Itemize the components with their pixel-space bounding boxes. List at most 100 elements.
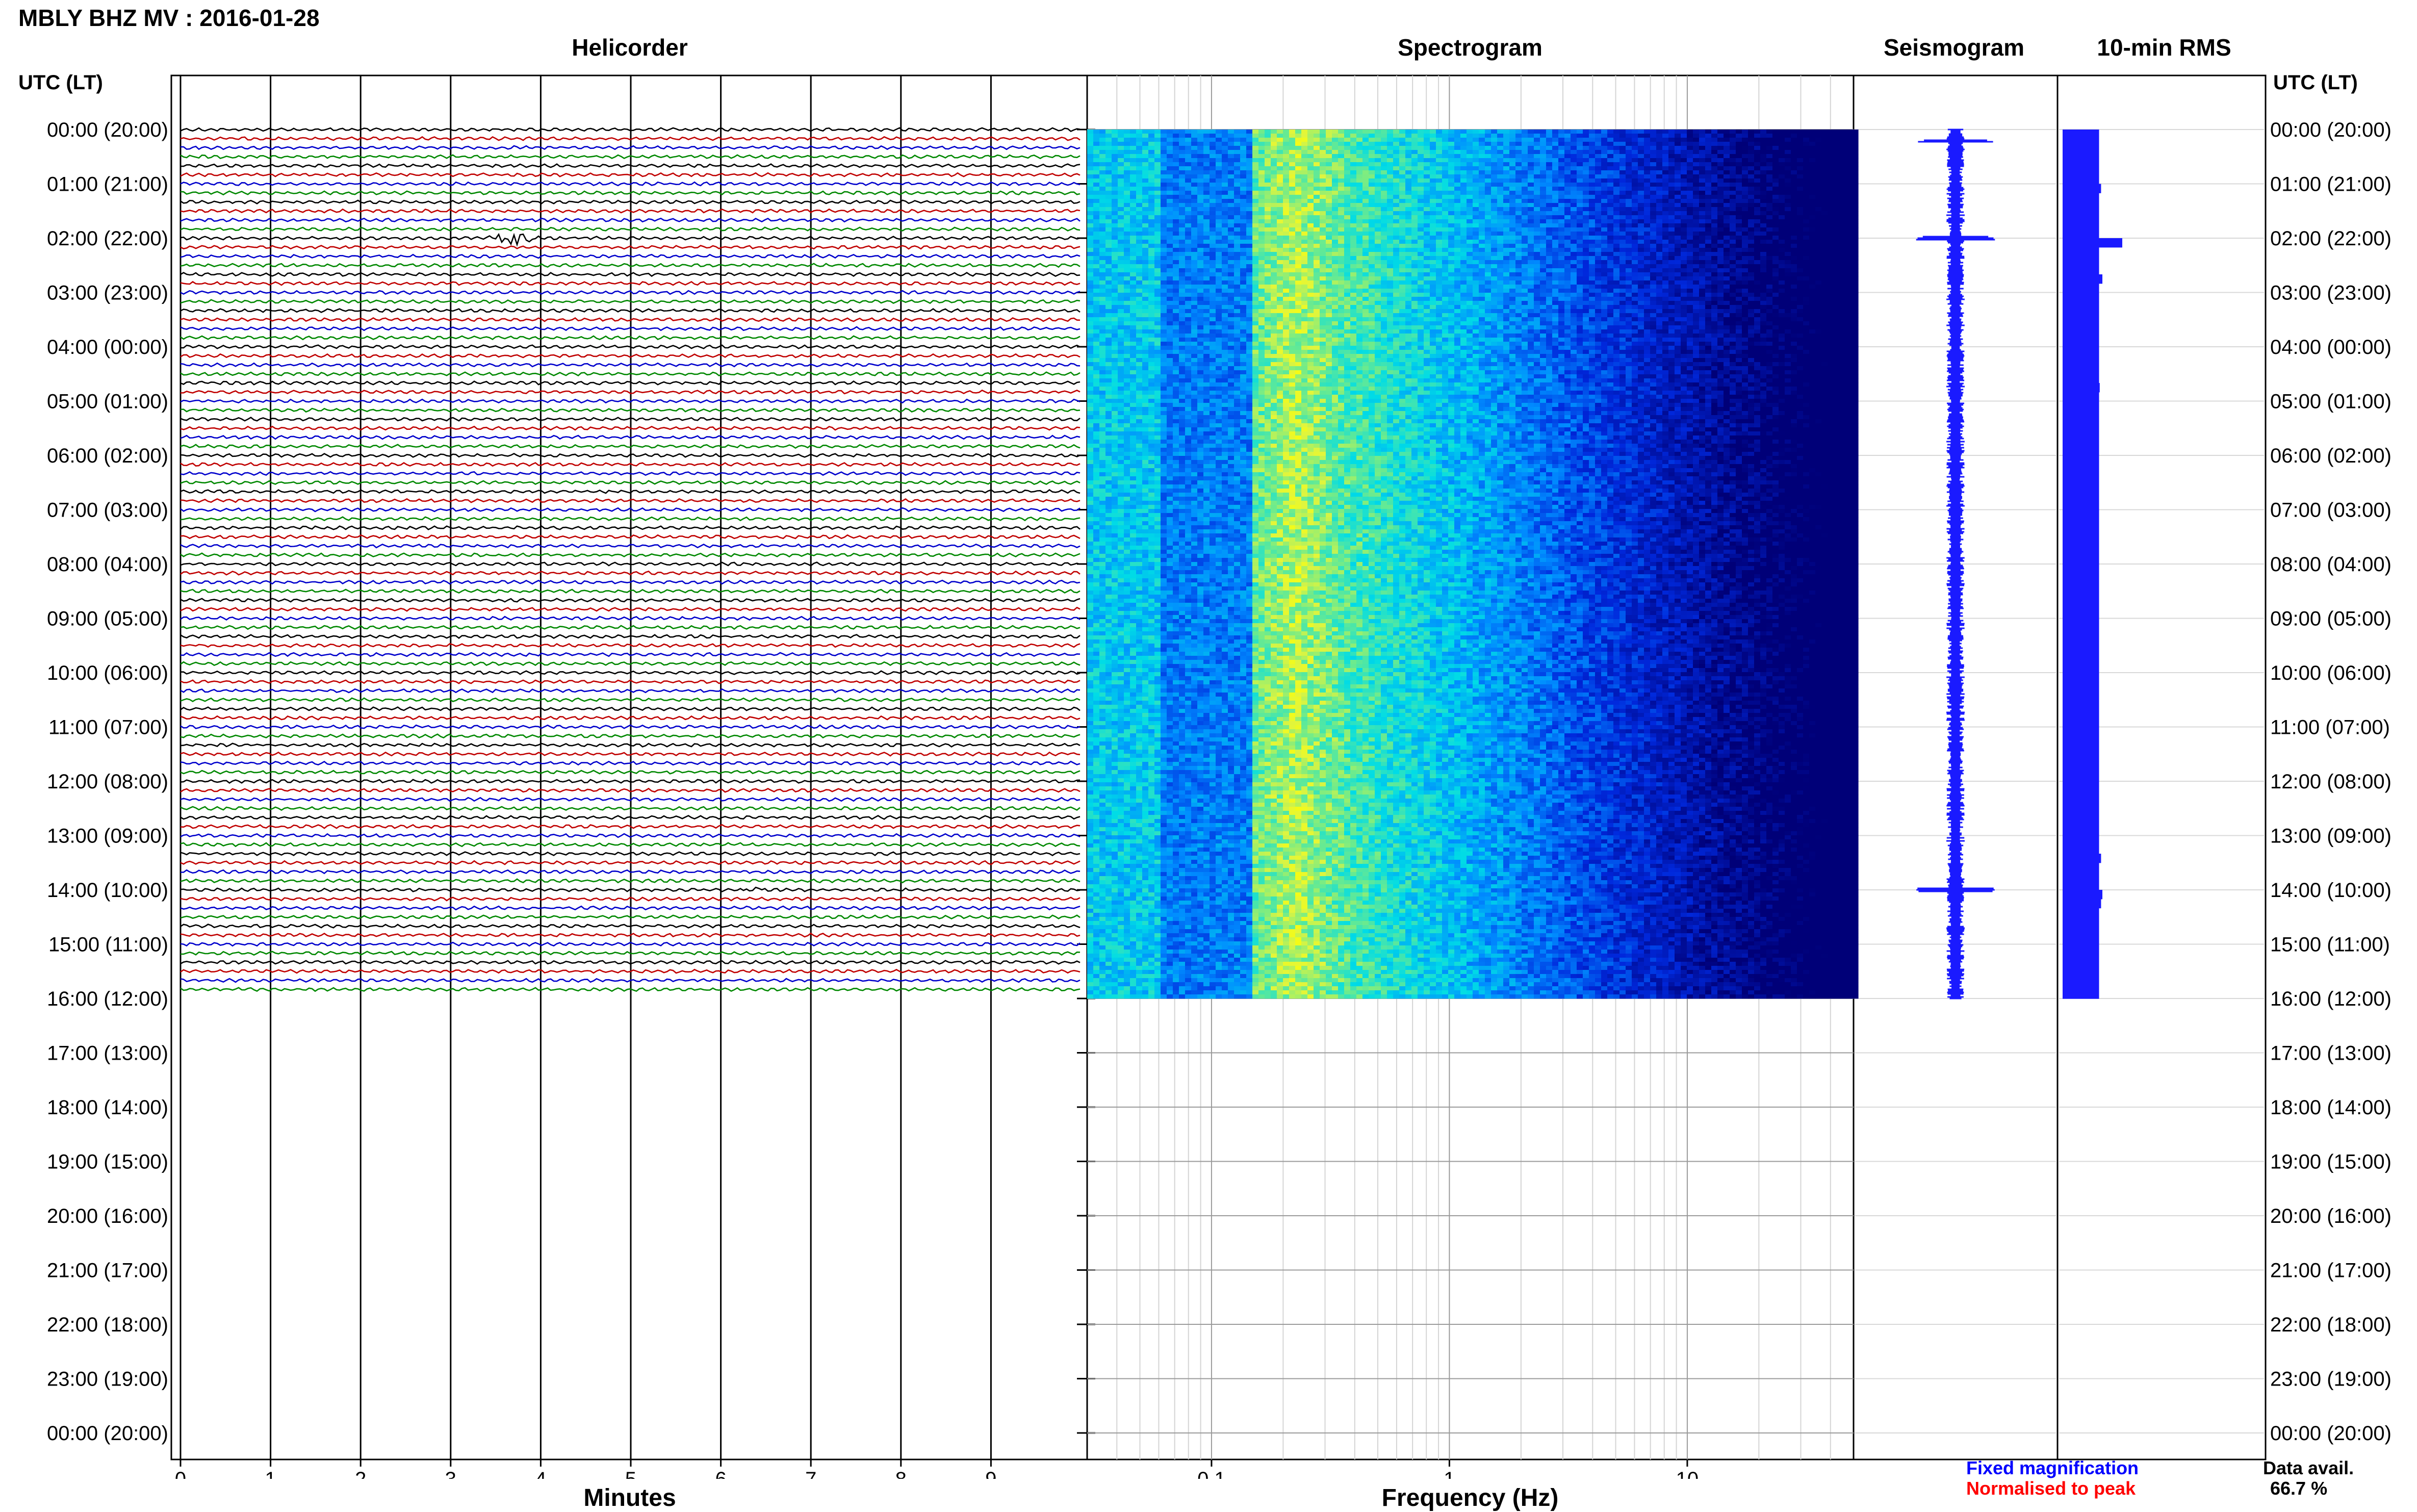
- spectrogram-cell: [1668, 199, 1675, 203]
- spectrogram-cell: [1185, 207, 1192, 211]
- spectrogram-cell: [1191, 187, 1198, 191]
- spectrogram-cell: [1668, 174, 1675, 178]
- spectrogram-cell: [1430, 174, 1436, 178]
- spectrogram-cell: [1161, 170, 1167, 174]
- spectrogram-cell: [1252, 219, 1259, 223]
- time-label-left: 19:00 (15:00): [47, 1151, 168, 1173]
- spectrogram-cell: [1687, 150, 1693, 154]
- spectrogram-cell: [1130, 138, 1137, 142]
- spectrogram-cell: [1240, 191, 1247, 195]
- spectrogram-cell: [1326, 195, 1332, 199]
- spectrogram-cell: [1846, 174, 1853, 178]
- time-label-left: 10:00 (06:00): [47, 662, 168, 684]
- spectrogram-cell: [1185, 178, 1192, 183]
- spectrogram-cell: [1705, 195, 1712, 199]
- spectrogram-cell: [1675, 142, 1681, 146]
- spectrogram-cell: [1142, 211, 1149, 215]
- spectrogram-cell: [1411, 227, 1418, 232]
- spectrogram-cell: [1338, 232, 1345, 236]
- spectrogram-cell: [1503, 191, 1510, 195]
- spectrogram-cell: [1662, 142, 1669, 146]
- time-label-right: 13:00 (09:00): [2270, 825, 2392, 848]
- spectrogram-cell: [1393, 170, 1400, 174]
- spectrogram-cell: [1803, 174, 1810, 178]
- spectrogram-cell: [1644, 219, 1651, 223]
- spectrogram-cell: [1491, 195, 1498, 199]
- spectrogram-cell: [1534, 191, 1540, 195]
- spectrogram-cell: [1093, 203, 1100, 207]
- spectrogram-cell: [1216, 170, 1222, 174]
- spectrogram-cell: [1154, 232, 1161, 236]
- spectrogram-cell: [1577, 195, 1583, 199]
- spectrogram-cell: [1815, 166, 1822, 170]
- spectrogram-cell: [1173, 134, 1179, 138]
- spectrogram-cell: [1711, 215, 1718, 219]
- spectrogram-cell: [1564, 215, 1571, 219]
- spectrogram-cell: [1540, 142, 1547, 146]
- spectrogram-cell: [1161, 219, 1167, 223]
- spectrogram-cell: [1307, 162, 1314, 166]
- spectrogram-cell: [1418, 178, 1424, 183]
- spectrogram-cell: [1522, 150, 1528, 154]
- spectrogram-cell: [1130, 219, 1137, 223]
- spectrogram-cell: [1307, 150, 1314, 154]
- spectrogram-cell: [1442, 134, 1449, 138]
- spectrogram-cell: [1142, 134, 1149, 138]
- spectrogram-cell: [1540, 174, 1547, 178]
- spectrogram-cell: [1846, 178, 1853, 183]
- spectrogram-cell: [1766, 199, 1773, 203]
- spectrogram-cell: [1534, 187, 1540, 191]
- spectrogram-cell: [1540, 219, 1547, 223]
- spectrogram-cell: [1289, 146, 1296, 150]
- spectrogram-cell: [1203, 207, 1210, 211]
- spectrogram-cell: [1246, 183, 1253, 187]
- spectrogram-cell: [1564, 183, 1571, 187]
- spectrogram-cell: [1515, 227, 1522, 232]
- spectrogram-cell: [1834, 146, 1840, 150]
- spectrogram-cell: [1748, 211, 1755, 215]
- spectrogram-cell: [1772, 223, 1779, 227]
- spectrogram-cell: [1277, 211, 1283, 215]
- spectrogram-cell: [1840, 150, 1846, 154]
- spectrogram-cell: [1558, 162, 1565, 166]
- spectrogram-cell: [1399, 150, 1406, 154]
- spectrogram-cell: [1607, 227, 1614, 232]
- spectrogram-cell: [1736, 211, 1742, 215]
- spectrogram-cell: [1454, 138, 1461, 142]
- spectrogram-cell: [1552, 215, 1559, 219]
- spectrogram-cell: [1362, 191, 1369, 195]
- spectrogram-cell: [1497, 134, 1504, 138]
- spectrogram-cell: [1797, 199, 1804, 203]
- spectrogram-cell: [1515, 211, 1522, 215]
- spectrogram-cell: [1571, 187, 1577, 191]
- spectrogram-cell: [1595, 178, 1602, 183]
- spectrogram-cell: [1803, 199, 1810, 203]
- spectrogram-cell: [1766, 142, 1773, 146]
- spectrogram-cell: [1852, 142, 1859, 146]
- spectrogram-cell: [1356, 178, 1363, 183]
- spectrogram-cell: [1656, 211, 1663, 215]
- spectrogram-cell: [1834, 178, 1840, 183]
- spectrogram-cell: [1503, 170, 1510, 174]
- spectrogram-cell: [1497, 130, 1504, 134]
- spectrogram-cell: [1362, 154, 1369, 158]
- spectrogram-cell: [1595, 227, 1602, 232]
- spectrogram-cell: [1179, 183, 1186, 187]
- spectrogram-cell: [1460, 134, 1467, 138]
- spectrogram-cell: [1779, 195, 1785, 199]
- spectrogram-cell: [1154, 236, 1161, 240]
- spectrogram-cell: [1393, 223, 1400, 227]
- spectrogram-cell: [1730, 162, 1736, 166]
- spectrogram-cell: [1509, 162, 1516, 166]
- spectrogram-cell: [1167, 154, 1173, 158]
- spectrogram-cell: [1607, 223, 1614, 227]
- spectrogram-cell: [1571, 232, 1577, 236]
- spectrogram-cell: [1179, 166, 1186, 170]
- spectrogram-cell: [1454, 219, 1461, 223]
- spectrogram-cell: [1454, 191, 1461, 195]
- spectrogram-cell: [1210, 146, 1216, 150]
- spectrogram-cell: [1809, 199, 1816, 203]
- spectrogram-cell: [1772, 170, 1779, 174]
- spectrogram-cell: [1210, 166, 1216, 170]
- spectrogram-cell: [1687, 211, 1693, 215]
